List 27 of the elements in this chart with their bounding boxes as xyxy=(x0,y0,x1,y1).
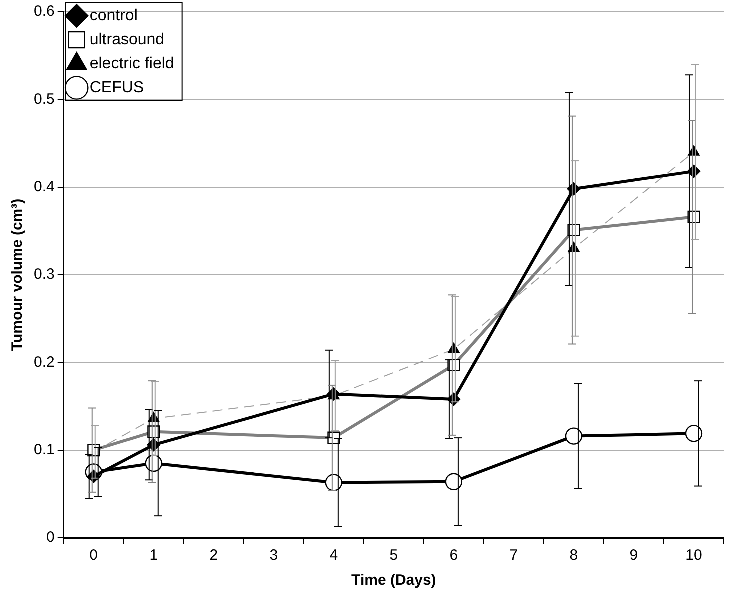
x-tick-label: 4 xyxy=(330,547,338,564)
x-tick-label: 2 xyxy=(210,547,218,564)
x-tick-label: 8 xyxy=(570,547,578,564)
x-tick-label: 10 xyxy=(686,547,702,564)
y-tick-label: 0.2 xyxy=(34,354,55,371)
point xyxy=(565,428,583,445)
x-tick-label: 7 xyxy=(510,547,518,564)
point xyxy=(685,425,703,442)
y-tick-label: 0.4 xyxy=(34,178,55,196)
x-axis-title: Time (Days) xyxy=(352,572,436,590)
x-tick-label: 0 xyxy=(90,547,98,564)
y-tick-label: 0.5 xyxy=(34,90,55,108)
x-tick-label: 6 xyxy=(450,547,458,564)
x-tick-label: 1 xyxy=(150,547,158,564)
x-tick-label: 9 xyxy=(630,547,638,564)
x-tick-label: 3 xyxy=(270,547,278,564)
point xyxy=(445,473,463,490)
legend-label: electric field xyxy=(90,55,174,72)
legend-label: ultrasound xyxy=(90,31,165,48)
y-tick-label: 0 xyxy=(46,529,55,546)
y-tick-label: 0.6 xyxy=(34,3,55,20)
y-axis-title: Tumour volume (cm³) xyxy=(9,198,26,352)
legend-label: control xyxy=(90,7,138,24)
legend-label: CEFUS xyxy=(90,79,144,96)
y-tick-label: 0.1 xyxy=(34,441,55,458)
y-tick-label: 0.3 xyxy=(34,266,55,284)
x-tick-label: 5 xyxy=(390,547,398,564)
